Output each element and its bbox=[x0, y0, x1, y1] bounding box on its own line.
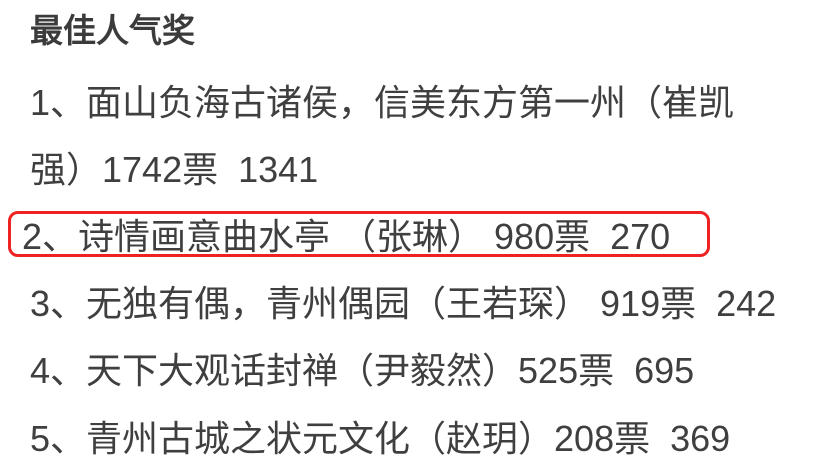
ranking-line-2-highlighted: 2、诗情画意曲水亭 （张琳） 980票 270 bbox=[22, 216, 671, 257]
ranking-line-1-part-2: 强）1742票 1341 bbox=[30, 149, 319, 190]
page-title: 最佳人气奖 bbox=[30, 12, 195, 49]
ranking-line-5: 5、青州古城之状元文化（赵玥）208票 369 bbox=[30, 418, 731, 459]
ranking-line-3: 3、无独有偶，青州偶园（王若琛） 919票 242 bbox=[30, 283, 777, 324]
ranking-line-1-part-1: 1、面山负海古诸侯，信美东方第一州（崔凯 bbox=[30, 82, 735, 123]
highlight-annotation-box: 2、诗情画意曲水亭 （张琳） 980票 270 bbox=[8, 211, 710, 257]
ranking-line-4: 4、天下大观话封禅（尹毅然）525票 695 bbox=[30, 350, 695, 391]
